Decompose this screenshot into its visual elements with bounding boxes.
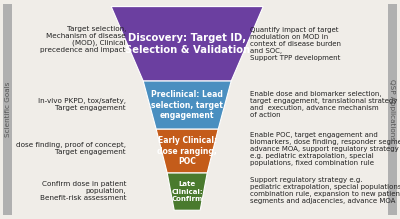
Text: Target selection,
Mechanism of disease
(MOD), Clinical
precedence and impact: Target selection, Mechanism of disease (… — [40, 26, 126, 53]
Text: dose finding, proof of concept,
Target engagement: dose finding, proof of concept, Target e… — [16, 142, 126, 155]
Text: In-vivo PKPD, tox/safety,
Target engagement: In-vivo PKPD, tox/safety, Target engagem… — [38, 97, 126, 111]
Text: Late
Clinical:
Confirm: Late Clinical: Confirm — [171, 181, 203, 202]
Text: Confirm dose in patient
population,
Benefit-risk assessment: Confirm dose in patient population, Bene… — [40, 180, 126, 201]
Text: Enable POC, target engagement and
biomarkers, dose finding, responder segments,
: Enable POC, target engagement and biomar… — [250, 132, 400, 166]
Text: Scientific Goals: Scientific Goals — [4, 82, 11, 137]
Polygon shape — [111, 7, 263, 81]
Text: Discovery: Target ID,
Selection & Validation: Discovery: Target ID, Selection & Valida… — [125, 33, 250, 55]
Polygon shape — [143, 81, 231, 129]
Bar — [388, 4, 397, 215]
Text: Enable dose and biomarker selection,
target engagement, translational strategy
a: Enable dose and biomarker selection, tar… — [250, 90, 397, 118]
Polygon shape — [167, 173, 207, 210]
Text: Early Clinical:
dose ranging,
POC: Early Clinical: dose ranging, POC — [157, 136, 217, 166]
Polygon shape — [156, 129, 218, 173]
Text: Quantify impact of target
modulation on MOD in
context of disease burden
and SOC: Quantify impact of target modulation on … — [250, 27, 341, 61]
Text: Support regulatory strategy e.g.
pediatric extrapolation, special populations, f: Support regulatory strategy e.g. pediatr… — [250, 177, 400, 204]
Text: QSP Applications: QSP Applications — [389, 79, 395, 140]
Text: Preclinical: Lead
selection, target
engagement: Preclinical: Lead selection, target enga… — [151, 90, 223, 120]
Bar — [3, 4, 12, 215]
